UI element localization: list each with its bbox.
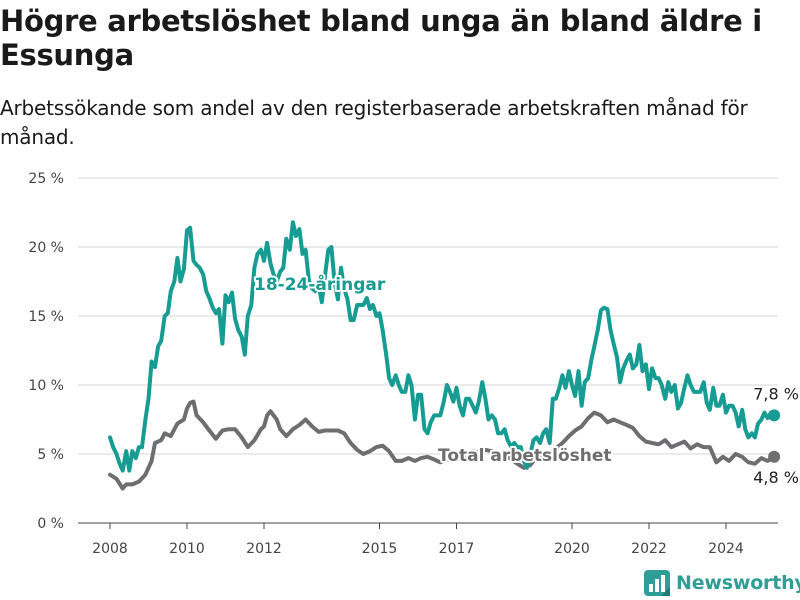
x-axis: 2008 2010 2012 2015 2017 2020 2022 2024 (78, 522, 778, 557)
x-tick-label: 2012 (246, 541, 282, 557)
x-tick-label: 2022 (631, 541, 667, 557)
series-lines (108, 220, 781, 491)
newsworthy-logo: Newsworthy (644, 568, 800, 598)
youth-series-line (108, 220, 777, 473)
youth-end-point (768, 409, 781, 422)
total-end-value: 4,8 % (753, 468, 799, 487)
x-tick-label: 2010 (169, 541, 205, 557)
y-tick-label: 10 % (28, 378, 64, 394)
page-subtitle: Arbetssökande som andel av den registerb… (0, 96, 748, 149)
total-end-point (768, 450, 781, 463)
series-labels: 18-24-åringar Total arbetslöshet 7,8 % 4,8 … (252, 271, 799, 487)
y-tick-label: 25 % (28, 171, 64, 187)
page-title: Högre arbetslöshet bland unga än bland ä… (0, 4, 762, 72)
x-tick-label: 2008 (92, 541, 128, 557)
x-tick-label: 2020 (554, 541, 590, 557)
y-tick-label: 15 % (28, 309, 64, 325)
youth-end-value: 7,8 % (753, 384, 799, 403)
x-tick-label: 2024 (708, 541, 744, 557)
y-tick-label: 0 % (37, 516, 64, 532)
total-series-line (108, 399, 777, 491)
y-tick-label: 5 % (37, 447, 64, 463)
y-axis: 0 % 5 % 10 % 15 % 20 % 25 % (28, 171, 64, 532)
bar-chart-logo-icon (644, 570, 670, 596)
total-series-label: Total arbetslöshet (438, 446, 612, 466)
x-tick-label: 2015 (362, 541, 398, 557)
youth-series-label: 18-24-åringar (254, 273, 386, 295)
x-tick-label: 2017 (439, 541, 475, 557)
y-tick-label: 20 % (28, 240, 64, 256)
brand-name: Newsworthy (676, 572, 800, 594)
grid-lines (78, 177, 778, 524)
